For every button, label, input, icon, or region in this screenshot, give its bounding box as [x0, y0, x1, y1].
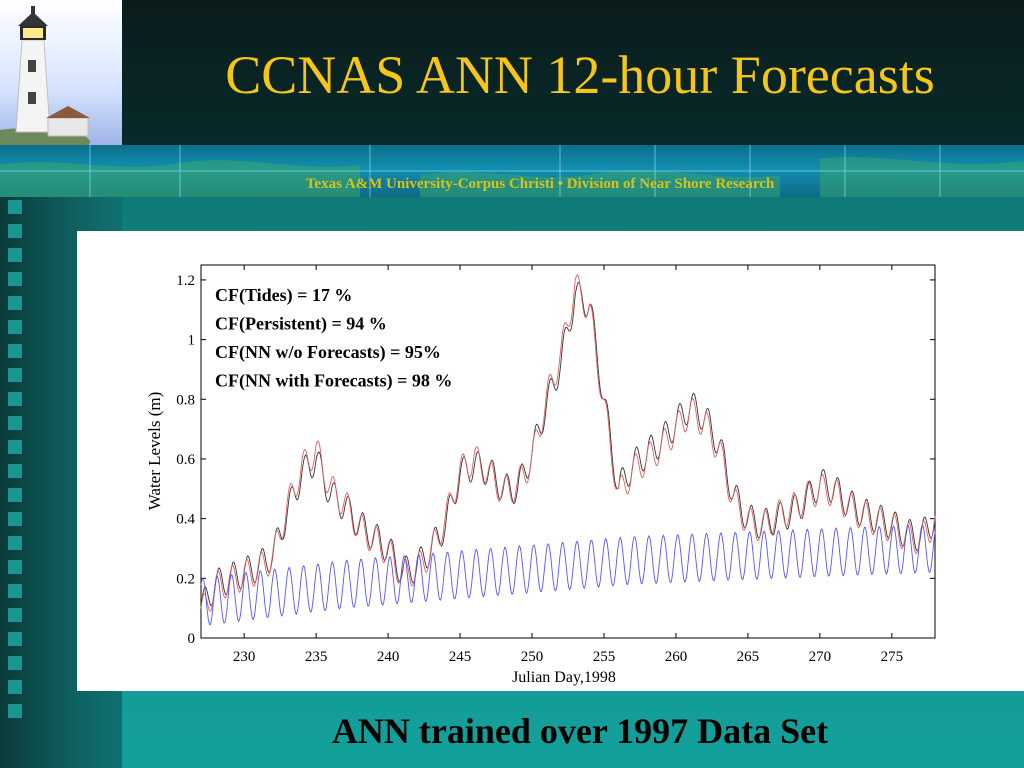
- series-line-nn: [200, 274, 936, 612]
- x-tick-label: 270: [809, 649, 832, 665]
- y-tick-label: 1: [188, 333, 196, 349]
- chart-card: 0 0.2 0.4 0.6 0.8 1 1.2 230 235 240 245 250 255 260 2…: [77, 231, 1024, 691]
- slide-subtitle: Texas A&M University-Corpus Christi • Di…: [305, 176, 775, 192]
- x-tick-label: 265: [737, 649, 760, 665]
- x-tick-label: 240: [377, 649, 400, 665]
- x-tick-label: 245: [449, 649, 472, 665]
- y-tick-label: 0.4: [176, 512, 195, 528]
- x-tick-label: 275: [881, 649, 904, 665]
- lighthouse-logo: [0, 0, 122, 145]
- y-tick-label: 0: [188, 631, 196, 647]
- map-banner: [0, 145, 1024, 197]
- slide-caption: ANN trained over 1997 Data Set: [331, 711, 829, 751]
- slide-title: CCNAS ANN 12-hour Forecasts: [225, 45, 935, 105]
- x-tick-label: 230: [233, 649, 256, 665]
- y-tick-label: 1.2: [176, 273, 195, 289]
- series-line-tides: [200, 524, 936, 626]
- x-tick-label: 260: [665, 649, 688, 665]
- x-tick-label: 250: [521, 649, 544, 665]
- cf-annotation: CF(Persistent) = 94 %: [215, 314, 387, 335]
- cf-annotation: CF(NN with Forecasts) = 98 %: [215, 371, 452, 392]
- header-band: [0, 0, 1024, 145]
- y-tick-label: 0.2: [176, 571, 195, 587]
- decorative-squares: [8, 200, 28, 728]
- plot-area: [200, 264, 936, 639]
- y-tick-label: 0.8: [176, 392, 195, 408]
- cf-annotation: CF(NN w/o Forecasts) = 95%: [215, 342, 441, 363]
- x-tick-label: 255: [593, 649, 616, 665]
- y-axis-label: Water Levels (m): [145, 392, 164, 511]
- y-tick-label: 0.6: [176, 452, 195, 468]
- cf-annotation: CF(Tides) = 17 %: [215, 285, 352, 306]
- x-tick-label: 235: [305, 649, 328, 665]
- x-axis-label: Julian Day,1998: [512, 669, 616, 686]
- water-level-chart: 0 0.2 0.4 0.6 0.8 1 1.2 230 235 240 245 250 255 260 2…: [145, 264, 936, 686]
